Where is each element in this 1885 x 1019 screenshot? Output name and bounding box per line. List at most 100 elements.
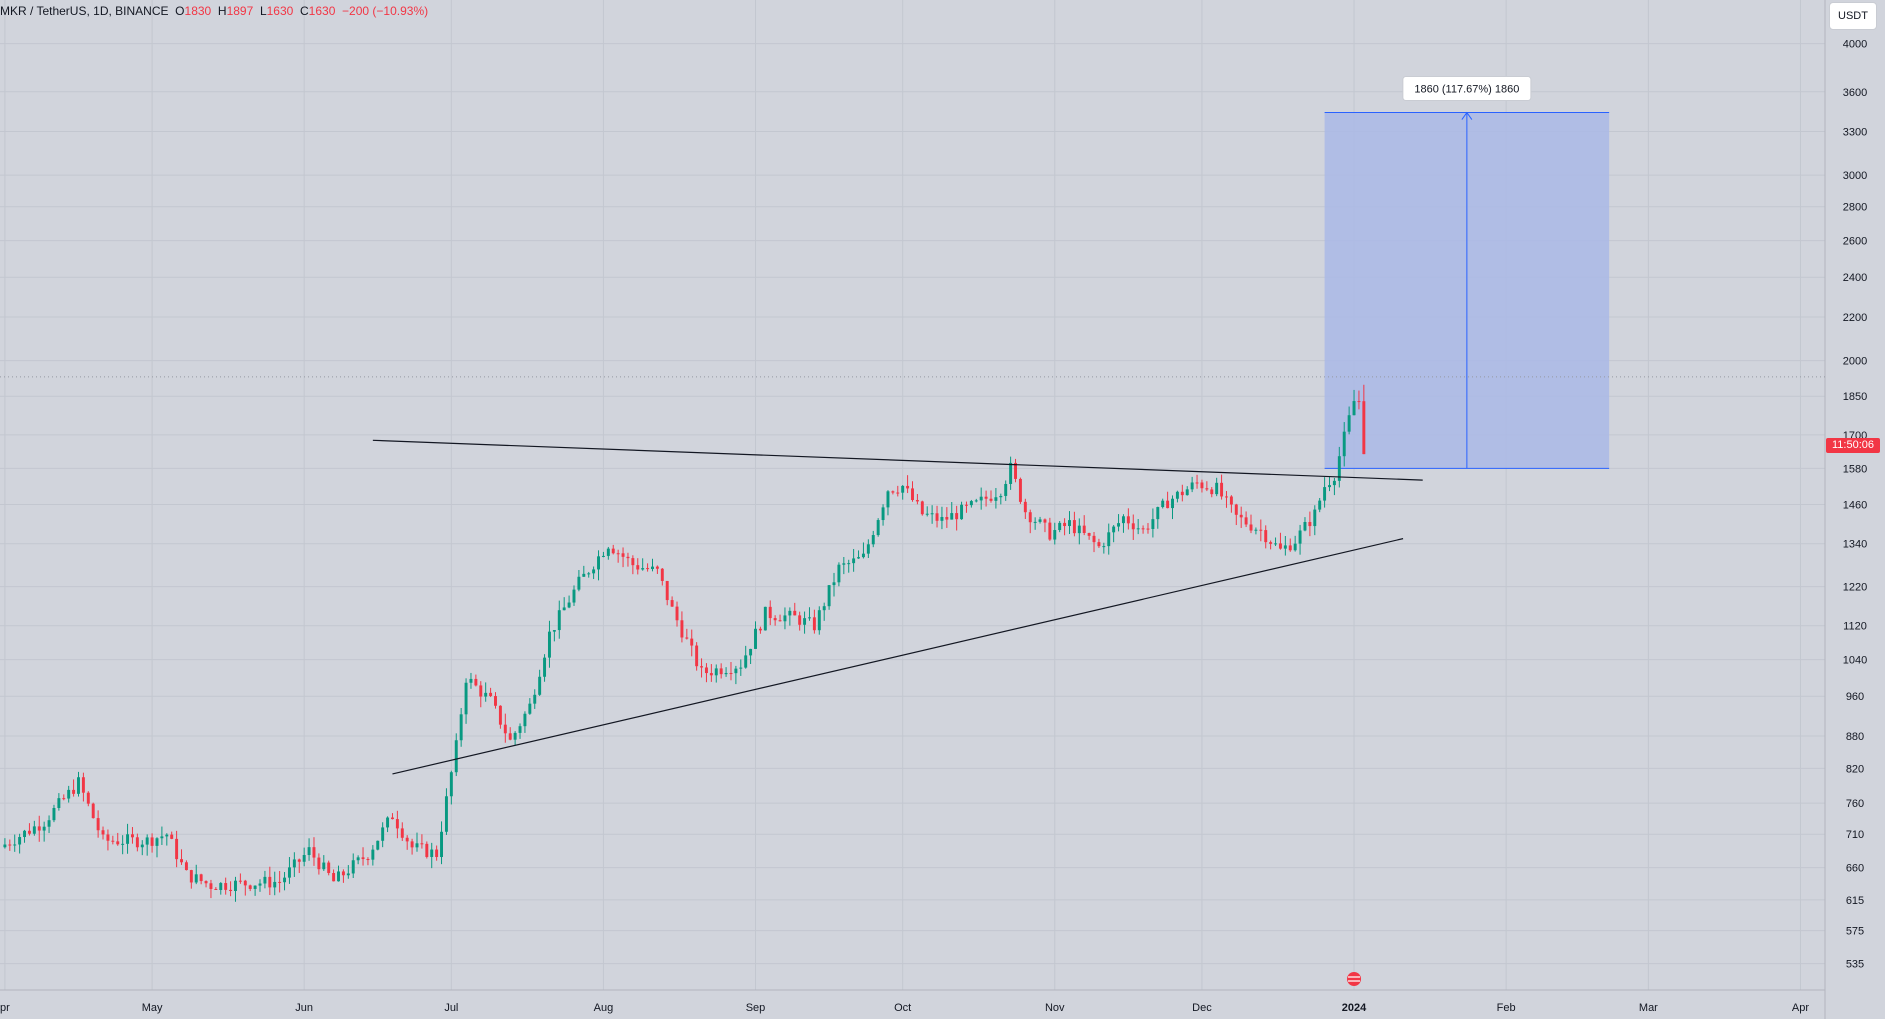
candle-body <box>1283 545 1287 549</box>
x-tick-label: May <box>142 1002 163 1014</box>
open-value: 1830 <box>184 4 212 18</box>
candle-body <box>984 496 988 499</box>
y-tick-label: 3600 <box>1843 87 1867 99</box>
candle-body <box>42 826 46 831</box>
change-value: −200 (−10.93%) <box>342 4 429 18</box>
candle-body <box>386 817 390 828</box>
candle-body <box>243 880 247 886</box>
candle-body <box>925 513 929 515</box>
symbol-legend: MKR / TetherUS, 1D, BINANCE O1830 H1897 … <box>0 4 428 18</box>
candles <box>3 384 1366 902</box>
y-tick-label: 1460 <box>1843 499 1867 511</box>
y-tick-label: 820 <box>1846 763 1864 775</box>
candle-body <box>538 676 542 695</box>
high-label: H <box>217 4 227 18</box>
y-tick-label: 760 <box>1846 798 1864 810</box>
candle-body <box>665 580 669 601</box>
candle-body <box>229 889 233 892</box>
candle-body <box>410 841 414 848</box>
candle-body <box>709 673 713 676</box>
candle-body <box>219 883 223 891</box>
candle-body <box>459 714 463 741</box>
candle-body <box>23 830 27 838</box>
candle-body <box>704 667 708 674</box>
candle-body <box>1234 504 1238 515</box>
y-tick-label: 2400 <box>1843 272 1867 284</box>
currency-button[interactable]: USDT <box>1829 2 1877 30</box>
candle-body <box>690 638 694 646</box>
candle-body <box>484 692 488 697</box>
candle-body <box>945 516 949 520</box>
candle-body <box>552 630 556 632</box>
measure-tool[interactable]: 1860 (117.67%) 1860 <box>1324 76 1610 469</box>
candle-body <box>307 847 311 856</box>
candle-body <box>724 673 728 675</box>
candle-body <box>754 628 757 649</box>
y-tick-label: 1580 <box>1843 463 1867 475</box>
candle-body <box>1274 543 1278 545</box>
candle-body <box>808 617 811 619</box>
candle-body <box>768 606 772 619</box>
candle-body <box>1023 501 1027 513</box>
candle-body <box>852 558 856 564</box>
trendline-support <box>392 538 1404 775</box>
candle-body <box>337 871 340 882</box>
candle-body <box>955 513 959 520</box>
candle-body <box>381 827 385 841</box>
candle-body <box>214 888 218 891</box>
low-label: L <box>259 4 267 18</box>
candle-body <box>651 566 654 570</box>
candle-body <box>1215 482 1219 495</box>
x-tick-label: Jul <box>444 1002 458 1014</box>
candle-body <box>1220 482 1224 497</box>
candle-body <box>861 553 865 558</box>
y-tick-label: 2800 <box>1843 202 1867 214</box>
close-label: C <box>300 4 309 18</box>
y-tick-label: 3300 <box>1843 127 1867 139</box>
candle-body <box>1190 482 1194 490</box>
candle-body <box>675 606 679 621</box>
candle-body <box>508 733 512 740</box>
y-tick-label: 1340 <box>1843 539 1867 551</box>
candle-body <box>1107 532 1111 547</box>
candle-body <box>1156 507 1160 520</box>
candle-body <box>1298 530 1302 544</box>
x-tick-label: Apr <box>1792 1002 1809 1014</box>
candle-body <box>734 668 738 674</box>
y-tick-label: 2200 <box>1843 312 1867 324</box>
candle-body <box>1166 500 1170 509</box>
candle-body <box>189 870 193 883</box>
measure-arrow-head <box>1461 111 1473 120</box>
candle-body <box>543 657 547 677</box>
candle-body <box>1249 524 1253 531</box>
candle-body <box>1092 535 1096 543</box>
candle-body <box>1195 482 1199 484</box>
y-tick-label: 4000 <box>1843 39 1867 51</box>
candle-body <box>130 834 134 838</box>
candle-body <box>695 645 699 667</box>
y-tick-label: 535 <box>1846 959 1864 971</box>
candle-body <box>562 607 566 611</box>
candle-body <box>440 831 444 858</box>
candle-body <box>999 495 1003 498</box>
trendlines[interactable] <box>372 439 1423 775</box>
high-value: 1897 <box>226 4 254 18</box>
candle-body <box>896 492 900 494</box>
candle-body <box>827 585 831 607</box>
candle-body <box>449 772 453 797</box>
candle-body <box>964 504 968 506</box>
candle-body <box>1112 526 1116 533</box>
candle-body <box>744 655 748 668</box>
candle-body <box>464 682 468 715</box>
candle-body <box>1043 519 1047 523</box>
candle-body <box>1352 401 1356 416</box>
candle-body <box>1033 521 1037 523</box>
candle-body <box>1072 520 1076 534</box>
candle-body <box>528 703 532 714</box>
candle-body <box>180 859 183 863</box>
candle-body <box>77 777 80 794</box>
candle-body <box>170 834 174 839</box>
candle-body <box>1175 491 1179 499</box>
